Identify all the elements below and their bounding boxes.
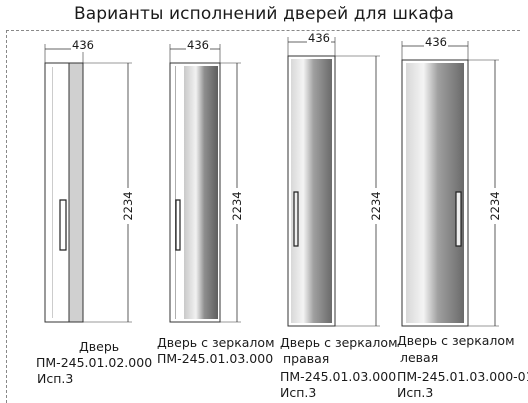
- door-1-code: ПМ-245.01.02.000: [36, 355, 153, 370]
- door-3-name: Дверь с зеркалом: [280, 335, 398, 350]
- door-3-variant: Исп.3: [280, 385, 317, 400]
- door-2-height-text: 2234: [230, 191, 244, 220]
- door-1-width-text: 436: [72, 38, 94, 52]
- dashed-frame-top: [6, 30, 520, 31]
- door-1-height-text: 2234: [121, 191, 135, 220]
- door-2-mirror: [184, 66, 218, 319]
- door-1-handle-icon: [59, 199, 67, 251]
- door-2-handle-icon: [175, 199, 181, 251]
- door-1-edge: [68, 62, 84, 323]
- door-4-code: ПМ-245.01.03.000-01: [397, 369, 528, 384]
- door-4-mirror: [406, 63, 464, 323]
- door-1-name: Дверь: [79, 339, 120, 354]
- door-4-name: Дверь с зеркалом: [397, 333, 515, 348]
- door-3-width-text: 436: [308, 31, 330, 45]
- door-2: [169, 44, 241, 323]
- door-3-mirror: [291, 59, 332, 323]
- door-3-code: ПМ-245.01.03.000: [280, 369, 397, 384]
- page-title: Варианты исполнений дверей для шкафа: [73, 4, 455, 24]
- door-2-width-text: 436: [187, 38, 209, 52]
- door-1-inner-line: [52, 67, 53, 318]
- door-1: [44, 44, 132, 323]
- door-3-subname: правая: [283, 351, 330, 366]
- door-2-code: ПМ-245.01.03.000: [157, 351, 274, 366]
- door-3-handle-icon: [293, 191, 299, 247]
- door-4-width-text: 436: [425, 35, 447, 49]
- door-3-height-text: 2234: [369, 191, 383, 220]
- door-2-name: Дверь с зеркалом: [157, 335, 275, 350]
- dashed-frame-left: [6, 30, 7, 403]
- door-1-variant: Исп.3: [37, 371, 74, 386]
- door-3: [287, 37, 380, 327]
- door-4-subname: левая: [400, 350, 439, 365]
- door-4: [401, 41, 499, 327]
- door-4-handle-icon: [455, 191, 462, 247]
- door-1-panel-left: [44, 62, 70, 323]
- door-4-height-text: 2234: [488, 191, 502, 220]
- door-4-variant: Исп.3: [397, 385, 434, 400]
